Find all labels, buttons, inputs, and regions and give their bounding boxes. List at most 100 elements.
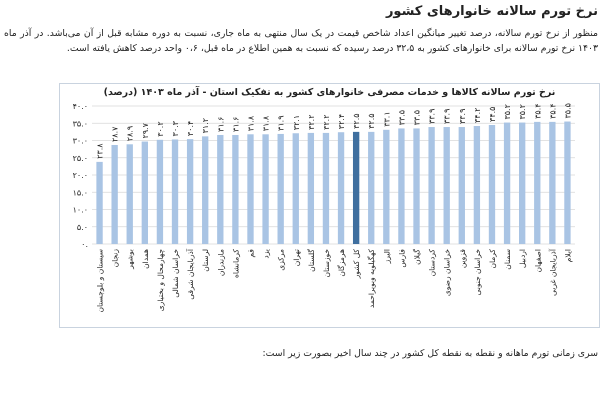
bar: [186, 139, 194, 244]
category-label: کهگیلویه وبویراحمد: [367, 249, 376, 309]
category-label: خوزستان: [322, 249, 331, 278]
bar: [368, 131, 375, 244]
category-label: هرمزگان: [337, 249, 346, 277]
category-label: مرکزی: [277, 249, 286, 271]
value-labels: ۲۳.۸ ۲۸.۷ ۲۸.۹ ۲۹.۷ ۳۰.۲ ۳۰.۳ ۳۰.۴ ۳۱.۲ ۳۱.۶ ۳۱.۶…: [96, 103, 573, 159]
bar: [458, 127, 465, 244]
bar: [383, 129, 390, 244]
bar: [337, 132, 345, 244]
category-label: کردستان: [428, 249, 437, 277]
category-label: لرستان: [201, 249, 210, 272]
bar: [202, 136, 209, 244]
category-label: ایلام: [563, 249, 572, 262]
category-label: همدان: [141, 249, 150, 269]
y-tick-label: ۳۵.۰: [73, 119, 88, 128]
bar-value-label: ۳۵.۴: [533, 103, 542, 118]
bar-value-label: ۳۰.۲: [156, 121, 165, 136]
category-label: اردبیل: [518, 249, 527, 268]
bar-value-label: ۳۵.۵: [563, 103, 572, 118]
bar: [398, 128, 405, 244]
bar: [488, 124, 496, 244]
bar: [549, 121, 556, 244]
bar-value-label: ۳۳.۹: [443, 109, 452, 124]
bar: [277, 133, 284, 244]
bar-value-label: ۲۹.۷: [141, 122, 150, 138]
section-title: نرخ تورم سالانه خانوارهای کشور: [385, 4, 598, 19]
bar-value-label: ۲۳.۸: [96, 143, 105, 159]
bar-value-label: ۳۱.۶: [231, 117, 240, 132]
bar-value-label: ۳۱.۸: [262, 115, 271, 131]
bar-value-label: ۳۲.۲: [307, 114, 316, 129]
category-label: سیستان و بلوچستان: [96, 249, 105, 313]
bar-value-label: ۳۱.۹: [277, 116, 286, 131]
bar: [262, 134, 269, 244]
category-label: تهران: [292, 249, 301, 266]
bar-value-label: ۳۲.۵: [352, 113, 361, 128]
bar-value-label: ۲۸.۹: [126, 126, 135, 141]
category-label: خراسان جنوبی: [473, 249, 482, 296]
y-tick-label: ۲۵.۰: [73, 154, 88, 163]
bar-value-label: ۳۲.۱: [292, 115, 301, 130]
bar: [171, 139, 179, 244]
bar: [534, 121, 541, 244]
y-tick-label: ۱۰.۰: [73, 206, 88, 215]
bar: [307, 132, 315, 244]
bar-value-label: ۳۱.۲: [201, 118, 210, 133]
bar-value-label: ۳۳.۱: [382, 111, 391, 126]
bar: [519, 122, 526, 244]
category-label: بوشهر: [126, 249, 135, 270]
y-tick-label: ۱۵.۰: [73, 188, 88, 197]
y-tick-label: ۰.: [81, 240, 88, 249]
bar: [473, 126, 481, 244]
chart-frame: نرخ تورم سالانه کالاها و خدمات مصرفی خان…: [59, 83, 600, 328]
bar-value-label: ۳۱.۸: [246, 115, 255, 131]
bar: [322, 132, 330, 244]
y-axis-ticks: ۰. ۵.۰ ۱۰.۰ ۱۵.۰ ۲۰.۰ ۲۵.۰ ۳۰.۰ ۳۵.۰ ۴۰.۰: [73, 102, 88, 249]
category-label: آذربایجان شرقی: [185, 248, 195, 300]
bar: [428, 127, 435, 244]
footer-text: سری زمانی تورم ماهانه و نقطه به نقطه کل …: [262, 348, 598, 359]
category-label: کرمان: [488, 249, 497, 269]
intro-paragraph: منظور از نرخ تورم سالانه، درصد تغییر میا…: [4, 28, 598, 54]
bar-value-label: ۳۳.۹: [428, 109, 437, 124]
bar: [413, 128, 420, 244]
category-label: چهارمحال و بختیاری: [156, 249, 165, 312]
bar-value-label: ۳۵.۲: [503, 104, 512, 119]
bar-value-label: ۳۳.۵: [397, 110, 406, 125]
category-label: گیلان: [413, 249, 422, 265]
category-label: سمنان: [503, 249, 512, 270]
category-label: فارس: [397, 249, 406, 268]
category-label: اصفهان: [533, 249, 542, 273]
category-label: خراسان شمالی: [171, 249, 180, 298]
bar-value-label: ۳۳.۹: [458, 109, 467, 124]
bar: [141, 141, 148, 244]
y-tick-label: ۳۰.۰: [73, 137, 88, 146]
bar-value-label: ۳۲.۴: [337, 114, 346, 129]
bar-chart: ۰. ۵.۰ ۱۰.۰ ۱۵.۰ ۲۰.۰ ۲۵.۰ ۳۰.۰ ۳۵.۰ ۴۰.۰ ۲۳.۸ ۲۸…: [73, 102, 575, 313]
bar: [96, 161, 103, 244]
category-label: قم: [246, 249, 255, 258]
bar: [217, 134, 224, 244]
bar-value-label: ۲۸.۷: [111, 126, 120, 142]
bar-value-label: ۳۵.۴: [548, 103, 557, 118]
bar: [292, 133, 299, 244]
bar: [232, 134, 239, 244]
bar: [564, 121, 571, 244]
bar: [156, 139, 164, 244]
bar-value-label: ۳۲.۲: [322, 114, 331, 129]
bar-value-label: ۳۴.۲: [473, 108, 482, 123]
category-label: یزد: [262, 249, 271, 259]
bar: [111, 144, 118, 244]
bar-value-label: ۳۰.۳: [171, 120, 180, 136]
category-label: آذربایجان غربی: [547, 248, 557, 296]
bar: [352, 131, 360, 244]
bar: [443, 127, 450, 244]
y-tick-label: ۵.۰: [77, 223, 88, 232]
bar: [503, 122, 511, 244]
bar-value-label: ۳۰.۴: [186, 121, 195, 136]
category-label: گلستان: [307, 249, 316, 272]
bar: [247, 134, 254, 244]
category-label: کل کشور: [352, 249, 361, 280]
y-tick-label: ۴۰.۰: [73, 102, 88, 111]
bar-value-label: ۳۲.۵: [367, 113, 376, 128]
